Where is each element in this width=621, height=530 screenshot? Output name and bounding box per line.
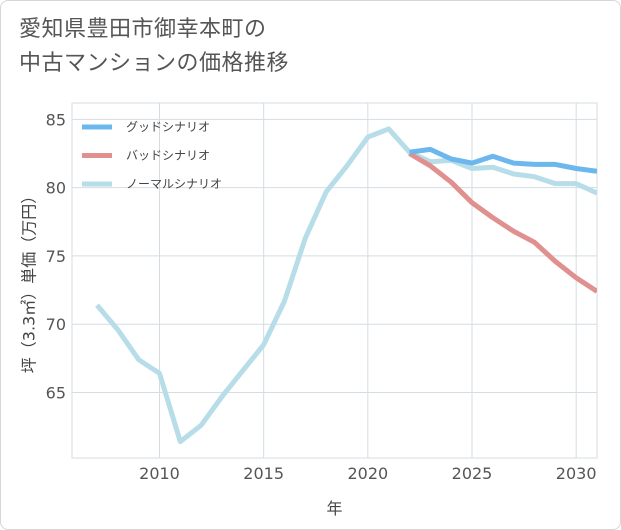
chart-title-line-1: 愛知県豊田市御幸本町の [19,17,267,42]
grid-lines [71,102,598,459]
series-line [409,146,597,174]
legend-label: バッドシナリオ [126,149,210,163]
y-tick-label: 75 [46,247,66,266]
x-tick-label: 2015 [243,464,284,483]
chart-title: 愛知県豊田市御幸本町の 中古マンションの価格推移 [19,13,289,81]
y-axis-label: 坪（3.3㎡）単価（万円） [20,188,39,373]
x-tick-label: 2010 [139,464,180,483]
legend-label: ノーマルシナリオ [126,177,222,191]
chart-title-line-2: 中古マンションの価格推移 [19,51,290,76]
y-tick-label: 85 [46,110,66,129]
y-tick-label: 70 [46,315,66,334]
axis-ticks: 65 70 75 80 85 2010 2015 2020 2025 2030 [46,110,597,483]
x-axis-label: 年 [326,499,342,518]
x-tick-label: 2020 [347,464,388,483]
series-lines [95,126,597,445]
series-line [95,126,597,445]
series-line [408,151,597,294]
y-tick-label: 65 [46,383,66,402]
plot-frame [71,102,598,459]
x-tick-label: 2025 [452,464,493,483]
x-tick-label: 2030 [556,464,597,483]
legend-label: グッドシナリオ [126,120,210,134]
y-tick-label: 80 [46,179,66,198]
